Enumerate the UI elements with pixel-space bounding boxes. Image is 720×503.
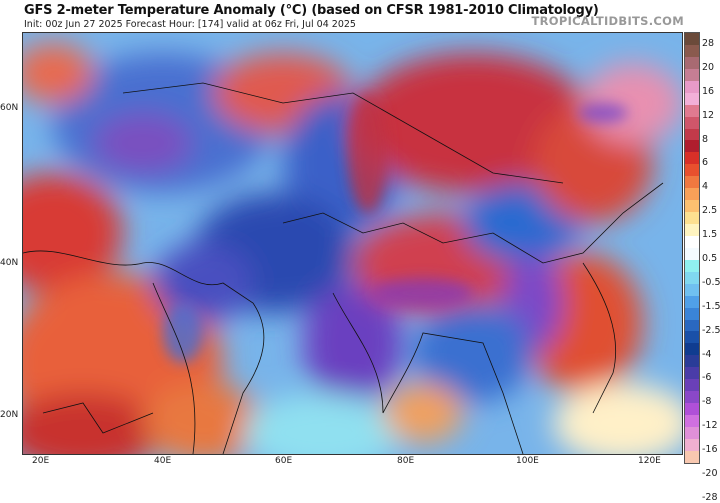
colorbar-segment [685, 56, 699, 69]
colorbar-segment [685, 128, 699, 141]
colorbar-segment [685, 283, 699, 296]
colorbar-segment [685, 450, 699, 463]
lon-label: 20E [32, 456, 50, 466]
colorbar-label: 0.5 [702, 252, 718, 264]
colorbar-label: -2.5 [702, 324, 720, 336]
colorbar-segment [685, 247, 699, 260]
colorbar-segment [685, 33, 699, 45]
colorbar-label: -8 [702, 396, 712, 408]
colorbar-label: 8 [702, 133, 709, 145]
lat-label: 40N [0, 258, 19, 268]
colorbar-label: 2.5 [702, 205, 718, 217]
colorbar-segment [685, 176, 699, 189]
colorbar-segment [685, 379, 699, 392]
lon-label: 40E [154, 456, 172, 466]
colorbar-label: -28 [702, 491, 718, 503]
lon-label: 100E [516, 456, 539, 466]
lon-label: 80E [397, 456, 415, 466]
colorbar-segment [685, 68, 699, 81]
colorbar-label: 16 [702, 85, 715, 97]
anomaly-field [23, 33, 682, 454]
colorbar-label: -1.5 [702, 300, 720, 312]
colorbar-label: 12 [702, 109, 715, 121]
colorbar-label: -0.5 [702, 276, 720, 288]
lon-label: 60E [275, 456, 293, 466]
colorbar-label: -12 [702, 420, 718, 432]
colorbar-segment [685, 426, 699, 439]
colorbar-label: 20 [702, 61, 715, 73]
colorbar-segment [685, 140, 699, 153]
temperature-anomaly-map [22, 32, 683, 455]
country-borders [23, 82, 664, 454]
colorbar-segment [685, 116, 699, 129]
colorbar-segment [685, 152, 699, 165]
colorbar-segment [685, 438, 699, 451]
colorbar-segment [685, 224, 699, 236]
colorbar-label: -20 [702, 467, 718, 479]
colorbar-label: -16 [702, 444, 718, 456]
colorbar-segment [685, 200, 699, 213]
lon-label: 120E [638, 456, 661, 466]
colorbar [684, 32, 700, 464]
brand-watermark: TROPICALTIDBITS.COM [531, 14, 684, 28]
colorbar-label: 4 [702, 181, 709, 193]
colorbar-segment [685, 355, 699, 368]
colorbar-segment [685, 403, 699, 415]
chart-title: GFS 2-meter Temperature Anomaly (°C) (ba… [24, 3, 599, 18]
colorbar-segment [685, 367, 699, 380]
colorbar-segment [685, 271, 699, 284]
colorbar-label: -6 [702, 372, 712, 384]
colorbar-segment [685, 331, 699, 344]
colorbar-label: 6 [702, 157, 709, 169]
colorbar-label: -4 [702, 348, 712, 360]
colorbar-segment [685, 235, 699, 248]
colorbar-segment [685, 92, 699, 105]
colorbar-segment [685, 295, 699, 308]
colorbar-segment [685, 44, 699, 57]
colorbar-label: 28 [702, 37, 715, 49]
colorbar-segment [685, 415, 699, 427]
colorbar-segment [685, 391, 699, 404]
colorbar-segment [685, 319, 699, 332]
colorbar-segment [685, 307, 699, 320]
lat-label: 20N [0, 410, 19, 420]
colorbar-label: 1.5 [702, 229, 718, 241]
colorbar-segment [685, 343, 699, 356]
run-info: Init: 00z Jun 27 2025 Forecast Hour: [17… [24, 19, 356, 30]
colorbar-segment [685, 188, 699, 201]
colorbar-segment [685, 212, 699, 224]
colorbar-segment [685, 80, 699, 93]
colorbar-segment [685, 259, 699, 272]
colorbar-segment [685, 164, 699, 177]
colorbar-segment [685, 104, 699, 117]
lat-label: 60N [0, 103, 19, 113]
